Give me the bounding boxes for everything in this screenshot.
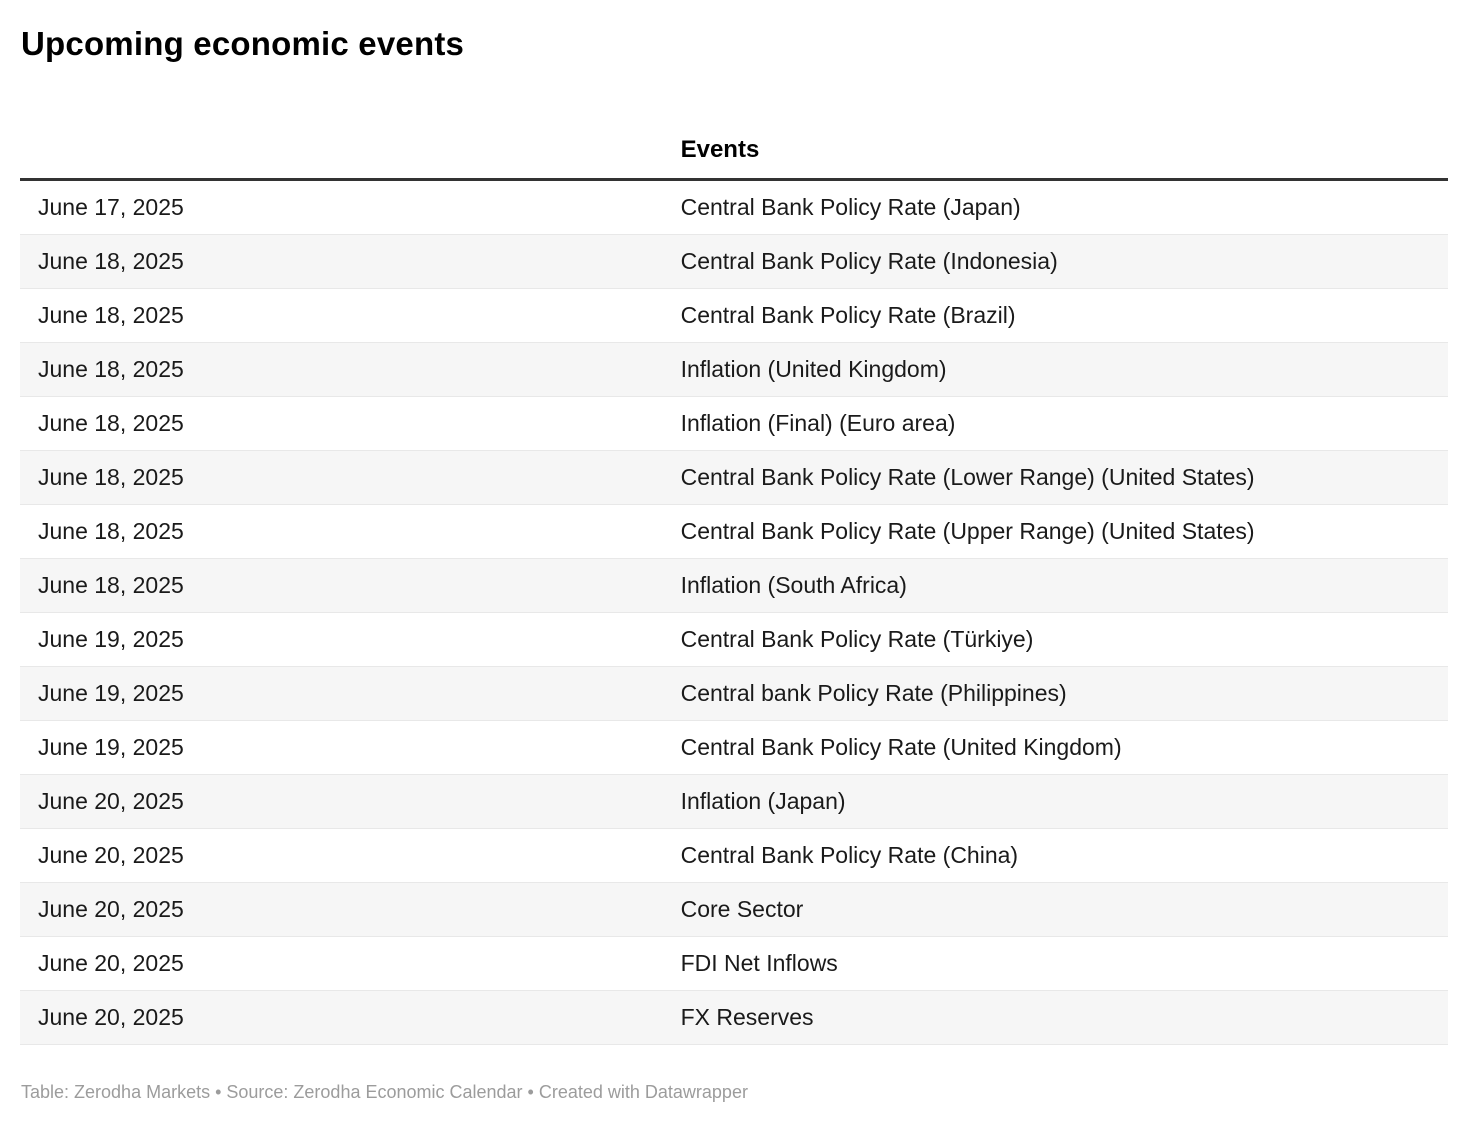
event-cell: Central Bank Policy Rate (Lower Range) (…: [662, 450, 1448, 505]
table-row: June 17, 2025 Central Bank Policy Rate (J…: [20, 179, 1448, 235]
table-row: June 19, 2025 Central Bank Policy Rate (T…: [20, 612, 1448, 667]
table-row: June 18, 2025 Inflation (Final) (Euro are…: [20, 396, 1448, 451]
table-row: June 18, 2025 Central Bank Policy Rate (I…: [20, 234, 1448, 289]
date-cell: June 18, 2025: [20, 234, 663, 289]
table-row: June 20, 2025 Core Sector: [20, 882, 1448, 937]
event-cell: Inflation (United Kingdom): [662, 342, 1448, 397]
event-cell: Central Bank Policy Rate (China): [662, 828, 1448, 883]
date-cell: June 18, 2025: [20, 504, 663, 559]
table-row: June 18, 2025 Central Bank Policy Rate (U…: [20, 504, 1448, 559]
event-cell: Core Sector: [662, 882, 1448, 937]
event-cell: Central Bank Policy Rate (Brazil): [662, 288, 1448, 343]
event-cell: Inflation (Final) (Euro area): [662, 396, 1448, 451]
date-cell: June 20, 2025: [20, 936, 663, 991]
event-cell: Central Bank Policy Rate (Upper Range) (…: [662, 504, 1448, 559]
table-row: June 18, 2025 Central Bank Policy Rate (L…: [20, 450, 1448, 505]
date-cell: June 18, 2025: [20, 288, 663, 343]
economic-events-table: Events June 17, 2025 Central Bank Policy …: [20, 136, 1448, 1045]
event-cell: Central Bank Policy Rate (United Kingdom…: [662, 720, 1448, 775]
date-cell: June 18, 2025: [20, 450, 663, 505]
events-column-header: Events: [662, 136, 1448, 181]
event-cell: Central Bank Policy Rate (Indonesia): [662, 234, 1448, 289]
table-row: June 20, 2025 Central Bank Policy Rate (C…: [20, 828, 1448, 883]
event-cell: Central bank Policy Rate (Philippines): [662, 666, 1448, 721]
table-row: June 20, 2025 Inflation (Japan): [20, 774, 1448, 829]
date-cell: June 18, 2025: [20, 396, 663, 451]
page-title: Upcoming economic events: [21, 25, 465, 62]
date-cell: June 20, 2025: [20, 828, 663, 883]
event-cell: FDI Net Inflows: [662, 936, 1448, 991]
table-header-row: Events: [20, 136, 1448, 181]
table-row: June 19, 2025 Central bank Policy Rate (P…: [20, 666, 1448, 721]
date-cell: June 18, 2025: [20, 558, 663, 613]
date-cell: June 19, 2025: [20, 612, 663, 667]
table-row: June 19, 2025 Central Bank Policy Rate (U…: [20, 720, 1448, 775]
footer-attribution: Table: Zerodha Markets • Source: Zerodha…: [21, 1082, 748, 1102]
date-cell: June 20, 2025: [20, 882, 663, 937]
event-cell: Central Bank Policy Rate (Japan): [662, 179, 1448, 235]
table-row: June 18, 2025 Inflation (United Kingdom): [20, 342, 1448, 397]
table-row: June 18, 2025 Central Bank Policy Rate (B…: [20, 288, 1448, 343]
date-cell: June 20, 2025: [20, 774, 663, 829]
date-cell: June 19, 2025: [20, 666, 663, 721]
date-column-header: [20, 136, 663, 181]
date-cell: June 19, 2025: [20, 720, 663, 775]
table-body: June 17, 2025 Central Bank Policy Rate (J…: [20, 179, 1448, 1045]
event-cell: Inflation (Japan): [662, 774, 1448, 829]
event-cell: Inflation (South Africa): [662, 558, 1448, 613]
date-cell: June 17, 2025: [20, 179, 663, 235]
table-row: June 18, 2025 Inflation (South Africa): [20, 558, 1448, 613]
table-row: June 20, 2025 FX Reserves: [20, 990, 1448, 1045]
event-cell: Central Bank Policy Rate (Türkiye): [662, 612, 1448, 667]
date-cell: June 20, 2025: [20, 990, 663, 1045]
event-cell: FX Reserves: [662, 990, 1448, 1045]
date-cell: June 18, 2025: [20, 342, 663, 397]
table-row: June 20, 2025 FDI Net Inflows: [20, 936, 1448, 991]
